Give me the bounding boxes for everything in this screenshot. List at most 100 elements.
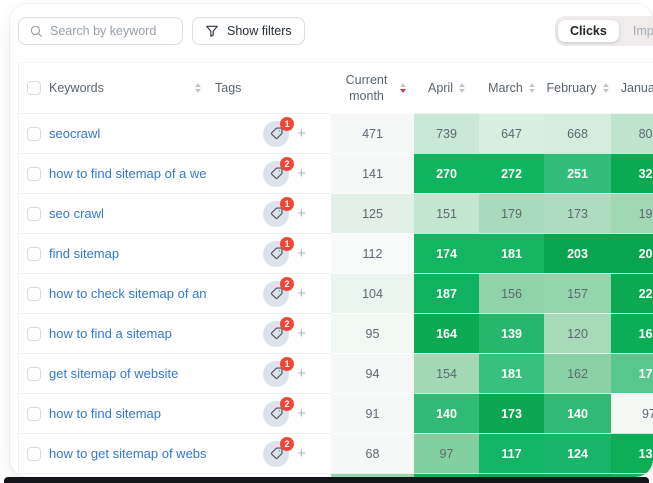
tab-clicks[interactable]: Clicks — [558, 20, 619, 42]
column-header-january[interactable]: January — [620, 81, 653, 95]
month-value-cell: 173 — [544, 193, 611, 233]
row-checkbox[interactable] — [27, 126, 41, 141]
tags-cell: 2+ — [207, 473, 331, 477]
tag-button[interactable]: 2 — [263, 436, 294, 467]
column-header-march[interactable]: March — [479, 81, 544, 95]
row-checkbox[interactable] — [27, 366, 41, 381]
month-value-cell: 151 — [414, 193, 479, 233]
table-row: how to find a sitemap 2+95164139120167 — [19, 313, 653, 353]
keyword-link[interactable]: how to find sitemap of a website — [49, 166, 207, 181]
row-checkbox[interactable] — [27, 406, 41, 421]
row-checkbox-cell — [19, 273, 49, 313]
keyword-link[interactable]: seo crawl — [49, 206, 104, 221]
month-value-cell: 173 — [479, 393, 544, 433]
tag-count-badge: 1 — [280, 196, 294, 211]
keyword-link[interactable]: how to get sitemap of website — [49, 446, 207, 461]
tag-count-badge: 2 — [280, 156, 294, 171]
month-value-cell: 326 — [611, 153, 653, 193]
month-value-cell — [479, 473, 544, 477]
add-tag-button[interactable]: + — [297, 125, 306, 142]
tags-cell: 1 + — [207, 233, 331, 273]
month-value-cell: 647 — [479, 113, 544, 153]
month-value-cell: 203 — [544, 233, 611, 273]
tag-icon — [270, 287, 282, 299]
add-tag-button[interactable]: + — [297, 165, 306, 182]
tag-button[interactable]: 1 — [263, 116, 294, 147]
tag-button[interactable]: 2 — [263, 276, 294, 307]
row-checkbox[interactable] — [27, 206, 41, 221]
tags-cell: 2+ — [207, 393, 331, 433]
tab-impressions[interactable]: Impressions — [621, 20, 653, 42]
keyword-link[interactable]: how to check sitemap of any website — [49, 286, 207, 301]
table-row: seocrawl 1+471739647668807 — [19, 113, 653, 153]
current-month-cell: 471 — [331, 113, 414, 153]
tag-button[interactable]: 1 — [263, 236, 294, 267]
keyword-cell — [49, 473, 207, 477]
add-tag-button[interactable]: + — [297, 285, 306, 302]
keyword-cell: how to find a sitemap — [49, 313, 207, 353]
month-value-cell: 154 — [414, 353, 479, 393]
column-header-current-month[interactable]: Current month — [331, 72, 414, 105]
sort-icon-active-desc[interactable] — [399, 83, 406, 93]
row-checkbox-cell — [19, 473, 49, 477]
add-tag-button[interactable]: + — [297, 365, 306, 382]
row-checkbox[interactable] — [27, 246, 41, 261]
month-value-cell: 139 — [479, 313, 544, 353]
keyword-link[interactable]: how to find a sitemap — [49, 326, 172, 341]
keyword-link[interactable]: find sitemap — [49, 246, 120, 261]
keyword-link[interactable]: get sitemap of website — [49, 366, 179, 381]
table-row: 2+ — [19, 473, 653, 477]
current-month-cell: 95 — [331, 313, 414, 353]
row-checkbox-cell — [19, 313, 49, 353]
select-all-cell — [19, 81, 49, 95]
tag-button[interactable]: 1 — [263, 196, 294, 227]
month-value-cell: 120 — [544, 313, 611, 353]
table-row: how to get sitemap of website 2 +68 97 117 12… — [19, 433, 653, 473]
tag-icon — [270, 127, 282, 139]
tag-icon — [270, 367, 282, 379]
current-month-cell: 125 — [331, 193, 414, 233]
keyword-cell: how to get sitemap of website — [49, 433, 207, 473]
month-value-cell: 156 — [479, 273, 544, 313]
sort-icon[interactable] — [602, 83, 609, 93]
tag-count-badge: 2 — [280, 276, 294, 291]
tags-cell: 2+ — [207, 273, 331, 313]
row-checkbox[interactable] — [27, 446, 41, 461]
add-tag-button[interactable]: + — [297, 325, 306, 342]
row-checkbox-cell — [19, 153, 49, 193]
current-month-cell — [331, 473, 414, 477]
tag-button[interactable]: 1 — [263, 356, 294, 387]
month-value-cell — [611, 473, 653, 477]
add-tag-button[interactable]: + — [297, 205, 306, 222]
month-value-cell: 97 — [414, 433, 479, 473]
show-filters-button[interactable]: Show filters — [192, 17, 305, 45]
month-value-cell: 251 — [544, 153, 611, 193]
column-header-april[interactable]: April — [414, 81, 479, 95]
tag-icon — [270, 327, 282, 339]
tag-button[interactable]: 2 — [263, 156, 294, 187]
row-checkbox[interactable] — [27, 166, 41, 181]
sort-icon[interactable] — [459, 83, 465, 93]
add-tag-button[interactable]: + — [297, 445, 306, 462]
month-value-cell: 164 — [414, 313, 479, 353]
keyword-link[interactable]: seocrawl — [49, 126, 101, 141]
column-header-february[interactable]: February — [544, 81, 611, 95]
row-checkbox[interactable] — [27, 326, 41, 341]
keyword-cell: how to find sitemap — [49, 393, 207, 433]
month-value-cell — [544, 473, 611, 477]
tag-button[interactable]: 2 — [263, 316, 294, 347]
sort-icon[interactable] — [528, 83, 535, 93]
select-all-checkbox[interactable] — [27, 81, 41, 95]
tag-button[interactable]: 2 — [263, 396, 294, 427]
sort-icon[interactable] — [195, 83, 201, 93]
add-tag-button[interactable]: + — [297, 245, 306, 262]
keywords-table: Keywords Tags Current month April March — [18, 62, 653, 477]
column-header-keywords[interactable]: Keywords — [49, 81, 207, 95]
add-tag-button[interactable]: + — [297, 405, 306, 422]
keyword-link[interactable]: how to find sitemap — [49, 406, 162, 421]
search-input[interactable]: Search by keyword — [18, 17, 183, 45]
row-checkbox[interactable] — [27, 286, 41, 301]
month-value-cell: 181 — [479, 233, 544, 273]
app-card: Search by keyword Show filters Clicks Im… — [10, 4, 653, 477]
